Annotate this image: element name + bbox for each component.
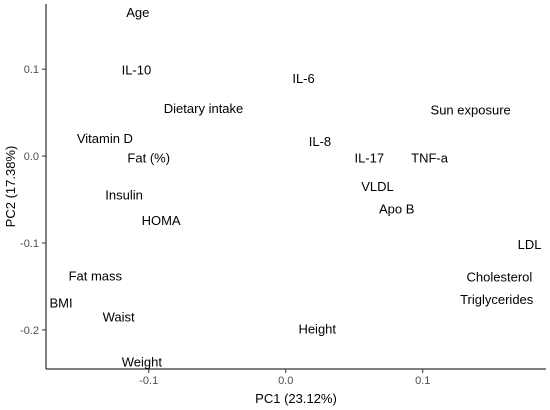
x-tick-label: 0.0 [278, 375, 293, 387]
x-tick-label: -0.1 [139, 375, 158, 387]
point-label: Triglycerides [460, 292, 534, 307]
point-label: Waist [103, 309, 135, 324]
y-axis-title: PC2 (17.38%) [3, 146, 18, 228]
point-label: LDL [518, 237, 542, 252]
point-label: IL-6 [292, 71, 314, 86]
x-ticks: -0.1 0.0 0.1 [139, 369, 430, 387]
point-label: Sun exposure [431, 103, 511, 118]
point-label: TNF-a [411, 150, 449, 165]
point-label: Fat (%) [127, 150, 170, 165]
y-tick-label: 0.1 [24, 64, 39, 76]
point-label: Apo B [379, 202, 414, 217]
point-label: BMI [50, 295, 73, 310]
x-tick-label: 0.1 [415, 375, 430, 387]
y-tick-label: -0.1 [20, 238, 39, 250]
point-label: IL-10 [122, 63, 152, 78]
point-label: Height [298, 322, 336, 337]
y-tick-label: -0.2 [20, 325, 39, 337]
point-labels: Age IL-10 IL-6 Dietary intake Sun exposure Vi… [50, 5, 542, 369]
point-label: IL-17 [354, 150, 384, 165]
point-label: VLDL [361, 179, 394, 194]
x-axis-title: PC1 (23.12%) [255, 391, 337, 406]
point-label: Dietary intake [164, 101, 243, 116]
point-label: IL-8 [309, 134, 331, 149]
point-label: Weight [122, 355, 163, 370]
y-tick-label: 0.0 [24, 151, 39, 163]
axes [45, 4, 546, 370]
point-label: Insulin [105, 188, 143, 203]
point-label: Fat mass [69, 269, 123, 284]
point-label: Age [126, 5, 149, 20]
point-label: HOMA [142, 213, 181, 228]
y-ticks: -0.2 -0.1 0.0 0.1 [20, 64, 46, 337]
point-label: Vitamin D [77, 131, 133, 146]
point-label: Cholesterol [467, 269, 533, 284]
